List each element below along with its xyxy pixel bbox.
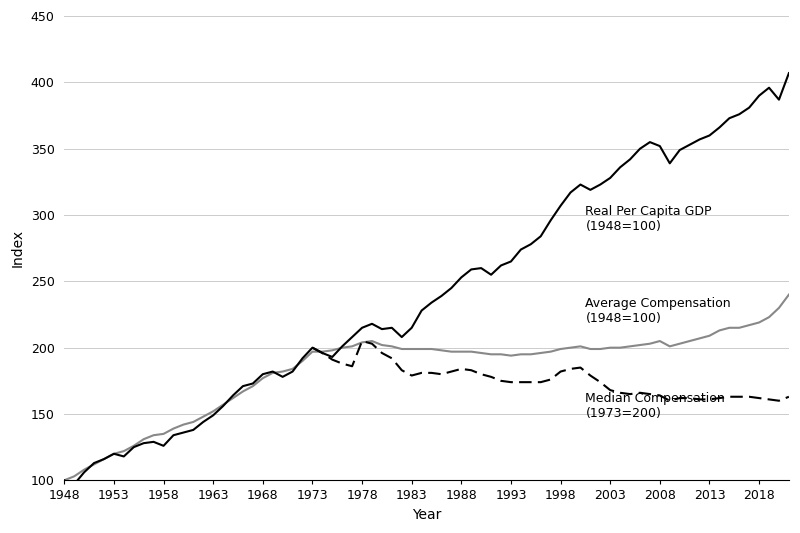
X-axis label: Year: Year	[412, 508, 442, 522]
Text: Median Compensation
(1973=200): Median Compensation (1973=200)	[586, 392, 725, 420]
Text: Average Compensation
(1948=100): Average Compensation (1948=100)	[586, 296, 731, 325]
Text: Real Per Capita GDP
(1948=100): Real Per Capita GDP (1948=100)	[586, 205, 712, 233]
Y-axis label: Index: Index	[11, 229, 25, 267]
